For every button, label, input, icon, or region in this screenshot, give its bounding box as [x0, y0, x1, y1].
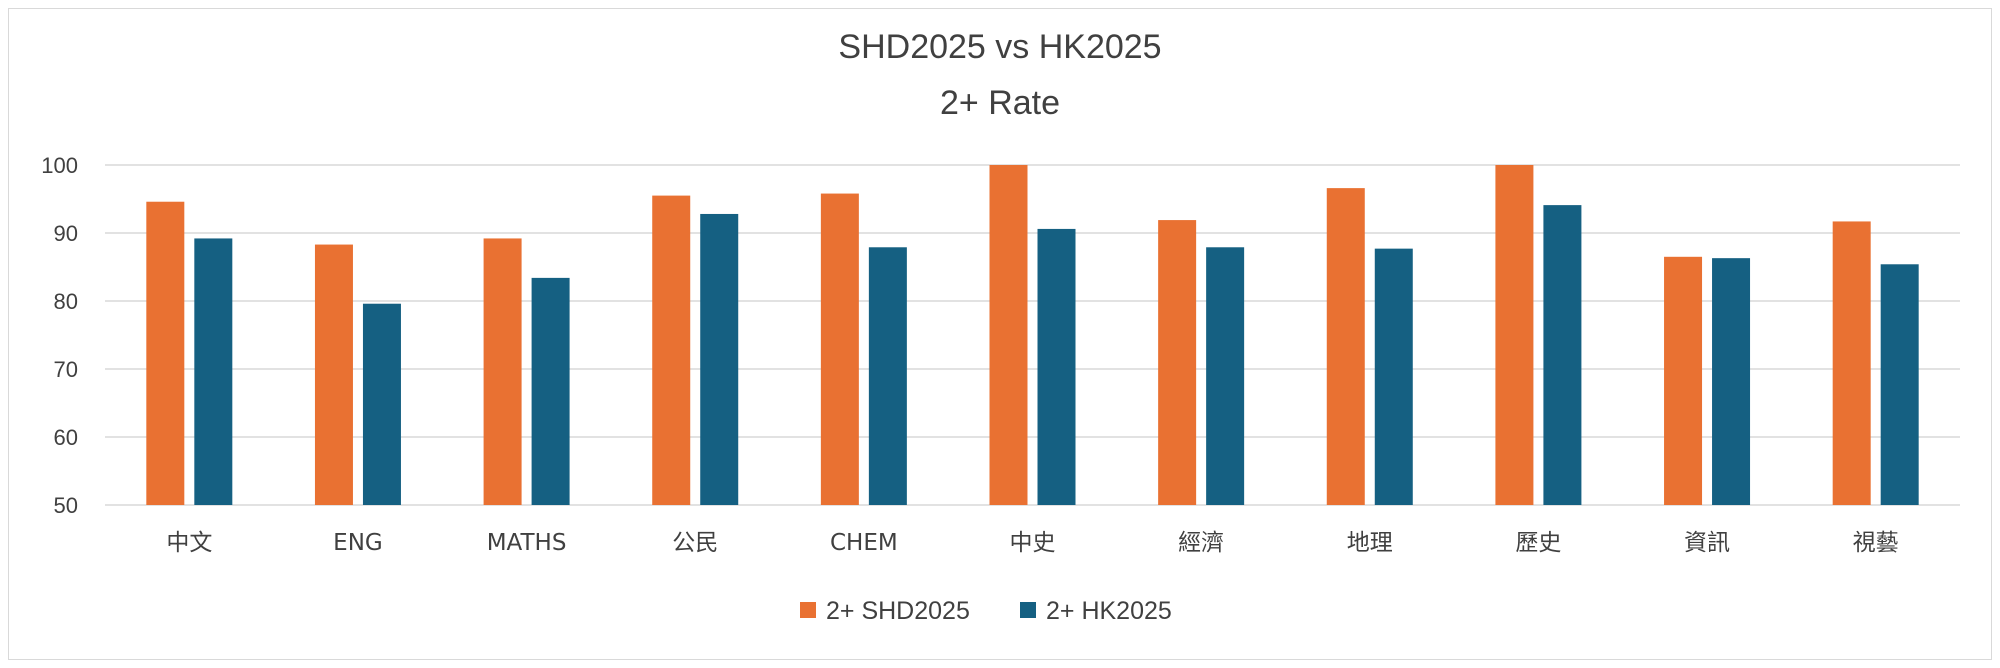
bar-shd2025 [483, 238, 522, 505]
x-tick-label: 公民 [672, 530, 718, 556]
legend-swatch [800, 602, 816, 618]
bar-hk2025 [700, 213, 739, 505]
x-tick-label: CHEM [830, 530, 898, 556]
legend-label: 2+ SHD2025 [826, 597, 970, 625]
bar-hk2025 [531, 277, 570, 505]
chart-subtitle: 2+ Rate [940, 84, 1060, 122]
x-tick-label: 歷史 [1515, 530, 1561, 556]
bar-shd2025 [1326, 188, 1365, 505]
y-tick-label: 90 [54, 221, 78, 246]
bar-hk2025 [1543, 205, 1582, 505]
y-tick-label: 80 [54, 289, 78, 314]
gridlines [105, 164, 1960, 506]
y-tick-label: 50 [54, 493, 78, 518]
legend-label: 2+ HK2025 [1046, 597, 1172, 625]
bar-hk2025 [194, 238, 233, 505]
x-tick-label: MATHS [487, 530, 567, 556]
bar-hk2025 [1037, 228, 1076, 506]
bar-shd2025 [1832, 221, 1871, 505]
y-axis-ticks: 50 60 70 80 90 100 [41, 153, 78, 518]
legend-swatch [1020, 602, 1036, 618]
bar-hk2025 [868, 247, 907, 505]
x-tick-label: 視藝 [1853, 530, 1899, 556]
x-tick-label: 中文 [166, 530, 212, 556]
bar-shd2025 [652, 195, 691, 505]
y-tick-label: 100 [41, 153, 78, 178]
x-tick-label: ENG [333, 530, 383, 556]
bar-shd2025 [1664, 256, 1703, 505]
x-tick-label: 地理 [1347, 530, 1393, 556]
x-tick-label: 中史 [1010, 530, 1056, 556]
chart-title: SHD2025 vs HK2025 [838, 28, 1161, 66]
bar-hk2025 [1374, 248, 1413, 505]
y-tick-label: 70 [54, 357, 78, 382]
bar-shd2025 [314, 244, 353, 505]
x-axis-labels: 中文 ENG MATHS 公民 CHEM 中史 經濟 地理 歷史 資訊 視藝 [166, 530, 1898, 556]
bar-hk2025 [1880, 264, 1919, 505]
bars [146, 165, 1919, 506]
x-tick-label: 經濟 [1178, 530, 1224, 556]
legend: 2+ SHD2025 2+ HK2025 [800, 597, 1172, 625]
bar-shd2025 [146, 201, 185, 505]
y-tick-label: 60 [54, 425, 78, 450]
bar-hk2025 [362, 303, 401, 505]
bar-shd2025 [820, 193, 859, 505]
bar-shd2025 [1495, 165, 1534, 505]
x-tick-label: 資訊 [1684, 530, 1730, 556]
bar-shd2025 [989, 165, 1028, 505]
bar-shd2025 [1158, 220, 1197, 505]
bar-hk2025 [1206, 247, 1245, 505]
bar-hk2025 [1712, 258, 1751, 505]
